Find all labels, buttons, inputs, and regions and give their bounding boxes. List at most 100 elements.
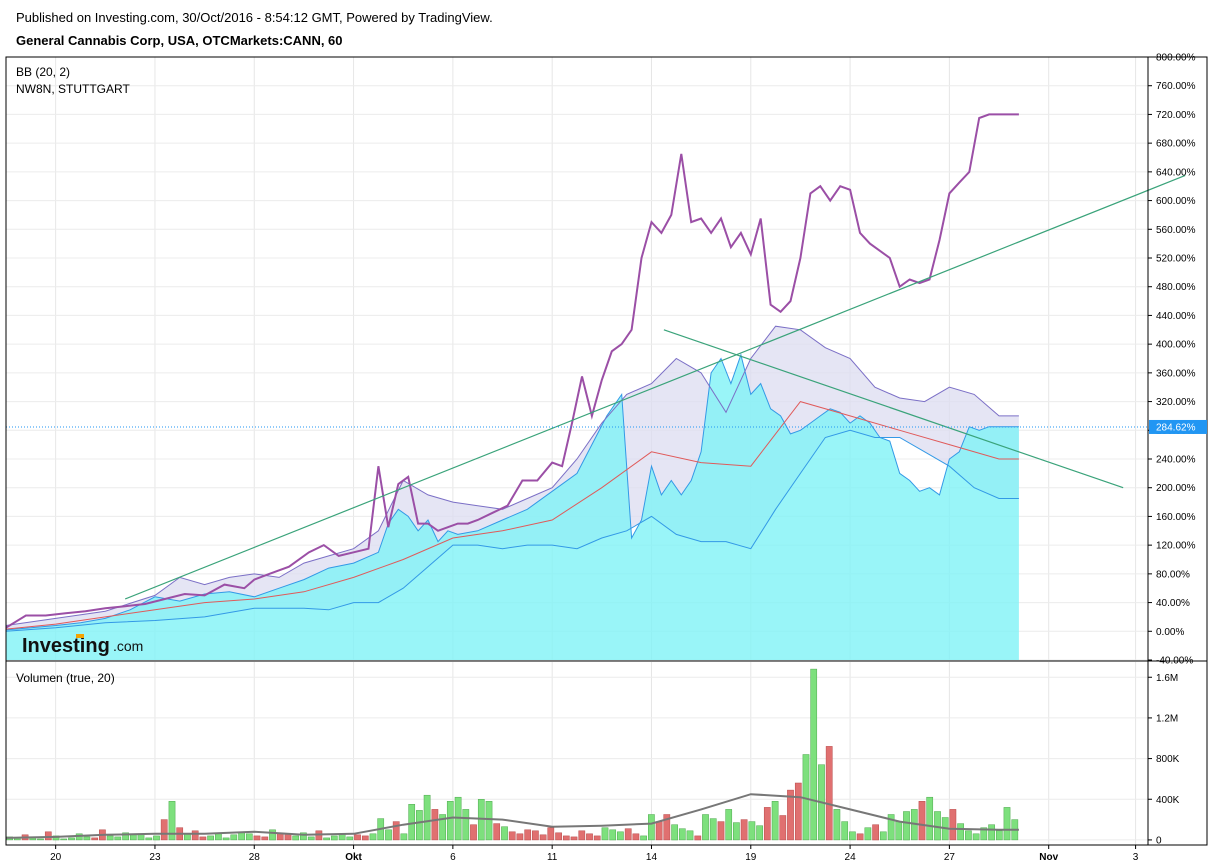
volume-bar <box>191 830 199 841</box>
volume-bar <box>91 837 99 841</box>
volume-bar <box>763 807 771 841</box>
x-tick-label: 24 <box>845 852 857 863</box>
volume-bar <box>423 794 431 841</box>
volume-bar <box>949 809 957 841</box>
volume-bar <box>895 821 903 841</box>
y-tick-label: 480.00% <box>1156 282 1196 293</box>
x-axis: 20 23 28 Okt 6 11 14 19 24 27 Nov 3 <box>50 845 1139 863</box>
volume-bar <box>361 835 369 841</box>
bb-lower-line <box>5 429 1019 632</box>
volume-bar <box>833 809 841 841</box>
volume-bar <box>160 819 168 841</box>
volume-bar <box>392 821 400 841</box>
y-tick-label: 760.00% <box>1156 81 1196 92</box>
x-tick-label: 20 <box>50 852 62 863</box>
volume-bar <box>771 801 779 841</box>
x-tick-label: Okt <box>345 852 362 863</box>
comparison-line <box>5 353 1019 631</box>
y-tick-label: 160.00% <box>1156 512 1196 523</box>
x-tick-label: 27 <box>944 852 956 863</box>
volume-bar <box>609 829 617 841</box>
legend-bb: BB (20, 2) <box>16 65 70 79</box>
volume-bar <box>926 796 934 841</box>
y-tick-label: 320.00% <box>1156 397 1196 408</box>
volume-bar <box>501 826 508 841</box>
y-tick-label: 120.00% <box>1156 541 1196 552</box>
volume-bar <box>354 834 361 841</box>
x-tick-label: 6 <box>450 852 456 863</box>
volume-bar <box>887 814 895 841</box>
y-tick-label: 0 <box>1156 835 1162 846</box>
volume-bar <box>106 835 114 841</box>
y-tick-label: 640.00% <box>1156 167 1196 178</box>
y-tick-label: 360.00% <box>1156 368 1196 379</box>
volume-bar <box>663 814 671 841</box>
y-tick-label: 240.00% <box>1156 455 1196 466</box>
y-tick-label: 800K <box>1156 754 1180 765</box>
chart-frame <box>5 56 1208 846</box>
volume-bar <box>346 836 354 841</box>
volume-bar <box>524 829 532 841</box>
volume-bar <box>385 829 392 841</box>
y-tick-label: 400.00% <box>1156 340 1196 351</box>
volume-bar <box>539 834 547 841</box>
last-value-tag: 284.62% <box>1149 419 1207 434</box>
volume-bar <box>408 804 416 841</box>
volume-bar <box>60 838 68 841</box>
volume-bar <box>83 836 91 841</box>
volume-bar <box>323 837 330 841</box>
volume-bar <box>648 814 655 841</box>
price-pane <box>5 113 1186 660</box>
volume-bar <box>748 821 756 841</box>
volume-bar <box>145 837 153 841</box>
x-tick-label: 11 <box>547 852 558 863</box>
volume-bar <box>168 801 176 841</box>
volume-bar <box>330 835 338 841</box>
price-y-axis: -40.00% 0.00% 40.00% 80.00% 120.00% 160.00% 20… <box>1148 53 1196 667</box>
volume-bar <box>694 835 702 841</box>
volume-bar <box>493 823 501 841</box>
x-tick-label: 23 <box>149 852 161 863</box>
volume-bar <box>980 827 988 841</box>
volume-bar <box>717 821 725 841</box>
y-tick-label: 1.6M <box>1156 673 1178 684</box>
volume-bar <box>245 833 253 841</box>
volume-bar <box>578 830 586 841</box>
volume-bar <box>547 827 555 841</box>
x-tick-label: 3 <box>1133 852 1139 863</box>
volume-bar <box>794 782 802 841</box>
volume-bar <box>918 801 926 841</box>
logo-suffix: .com <box>113 638 143 654</box>
volume-bar <box>114 836 122 841</box>
volume-bar <box>864 827 872 841</box>
volume-bar <box>849 831 856 841</box>
legend-symbol: NW8N, STUTTGART <box>16 82 130 96</box>
volume-bar <box>532 830 539 841</box>
volume-bar <box>988 824 995 841</box>
volume-bar <box>856 833 864 841</box>
volume-bar <box>215 833 222 841</box>
volume-bar <box>1003 807 1011 841</box>
volume-bar <box>872 824 879 841</box>
volume-bar <box>740 819 748 841</box>
y-tick-label: 400K <box>1156 795 1180 806</box>
trendline <box>124 174 1186 600</box>
volume-bar <box>810 668 818 841</box>
volume-bar <box>269 829 276 841</box>
volume-bar <box>709 818 717 841</box>
y-tick-label: 440.00% <box>1156 311 1196 322</box>
volume-bar <box>369 833 377 841</box>
volume-bar <box>292 835 300 841</box>
volume-bar <box>601 827 609 841</box>
volume-bar <box>222 837 230 841</box>
volume-bar <box>593 835 601 841</box>
legend-volume: Volumen (true, 20) <box>16 671 115 685</box>
volume-bar <box>779 815 787 841</box>
volume-bar <box>416 810 423 841</box>
symbol-title: General Cannabis Corp, USA, OTCMarkets:C… <box>16 33 343 48</box>
trendlines <box>124 174 1186 600</box>
comparison-area <box>6 354 1019 660</box>
volume-bar <box>671 824 678 841</box>
volume-bar <box>841 821 849 841</box>
